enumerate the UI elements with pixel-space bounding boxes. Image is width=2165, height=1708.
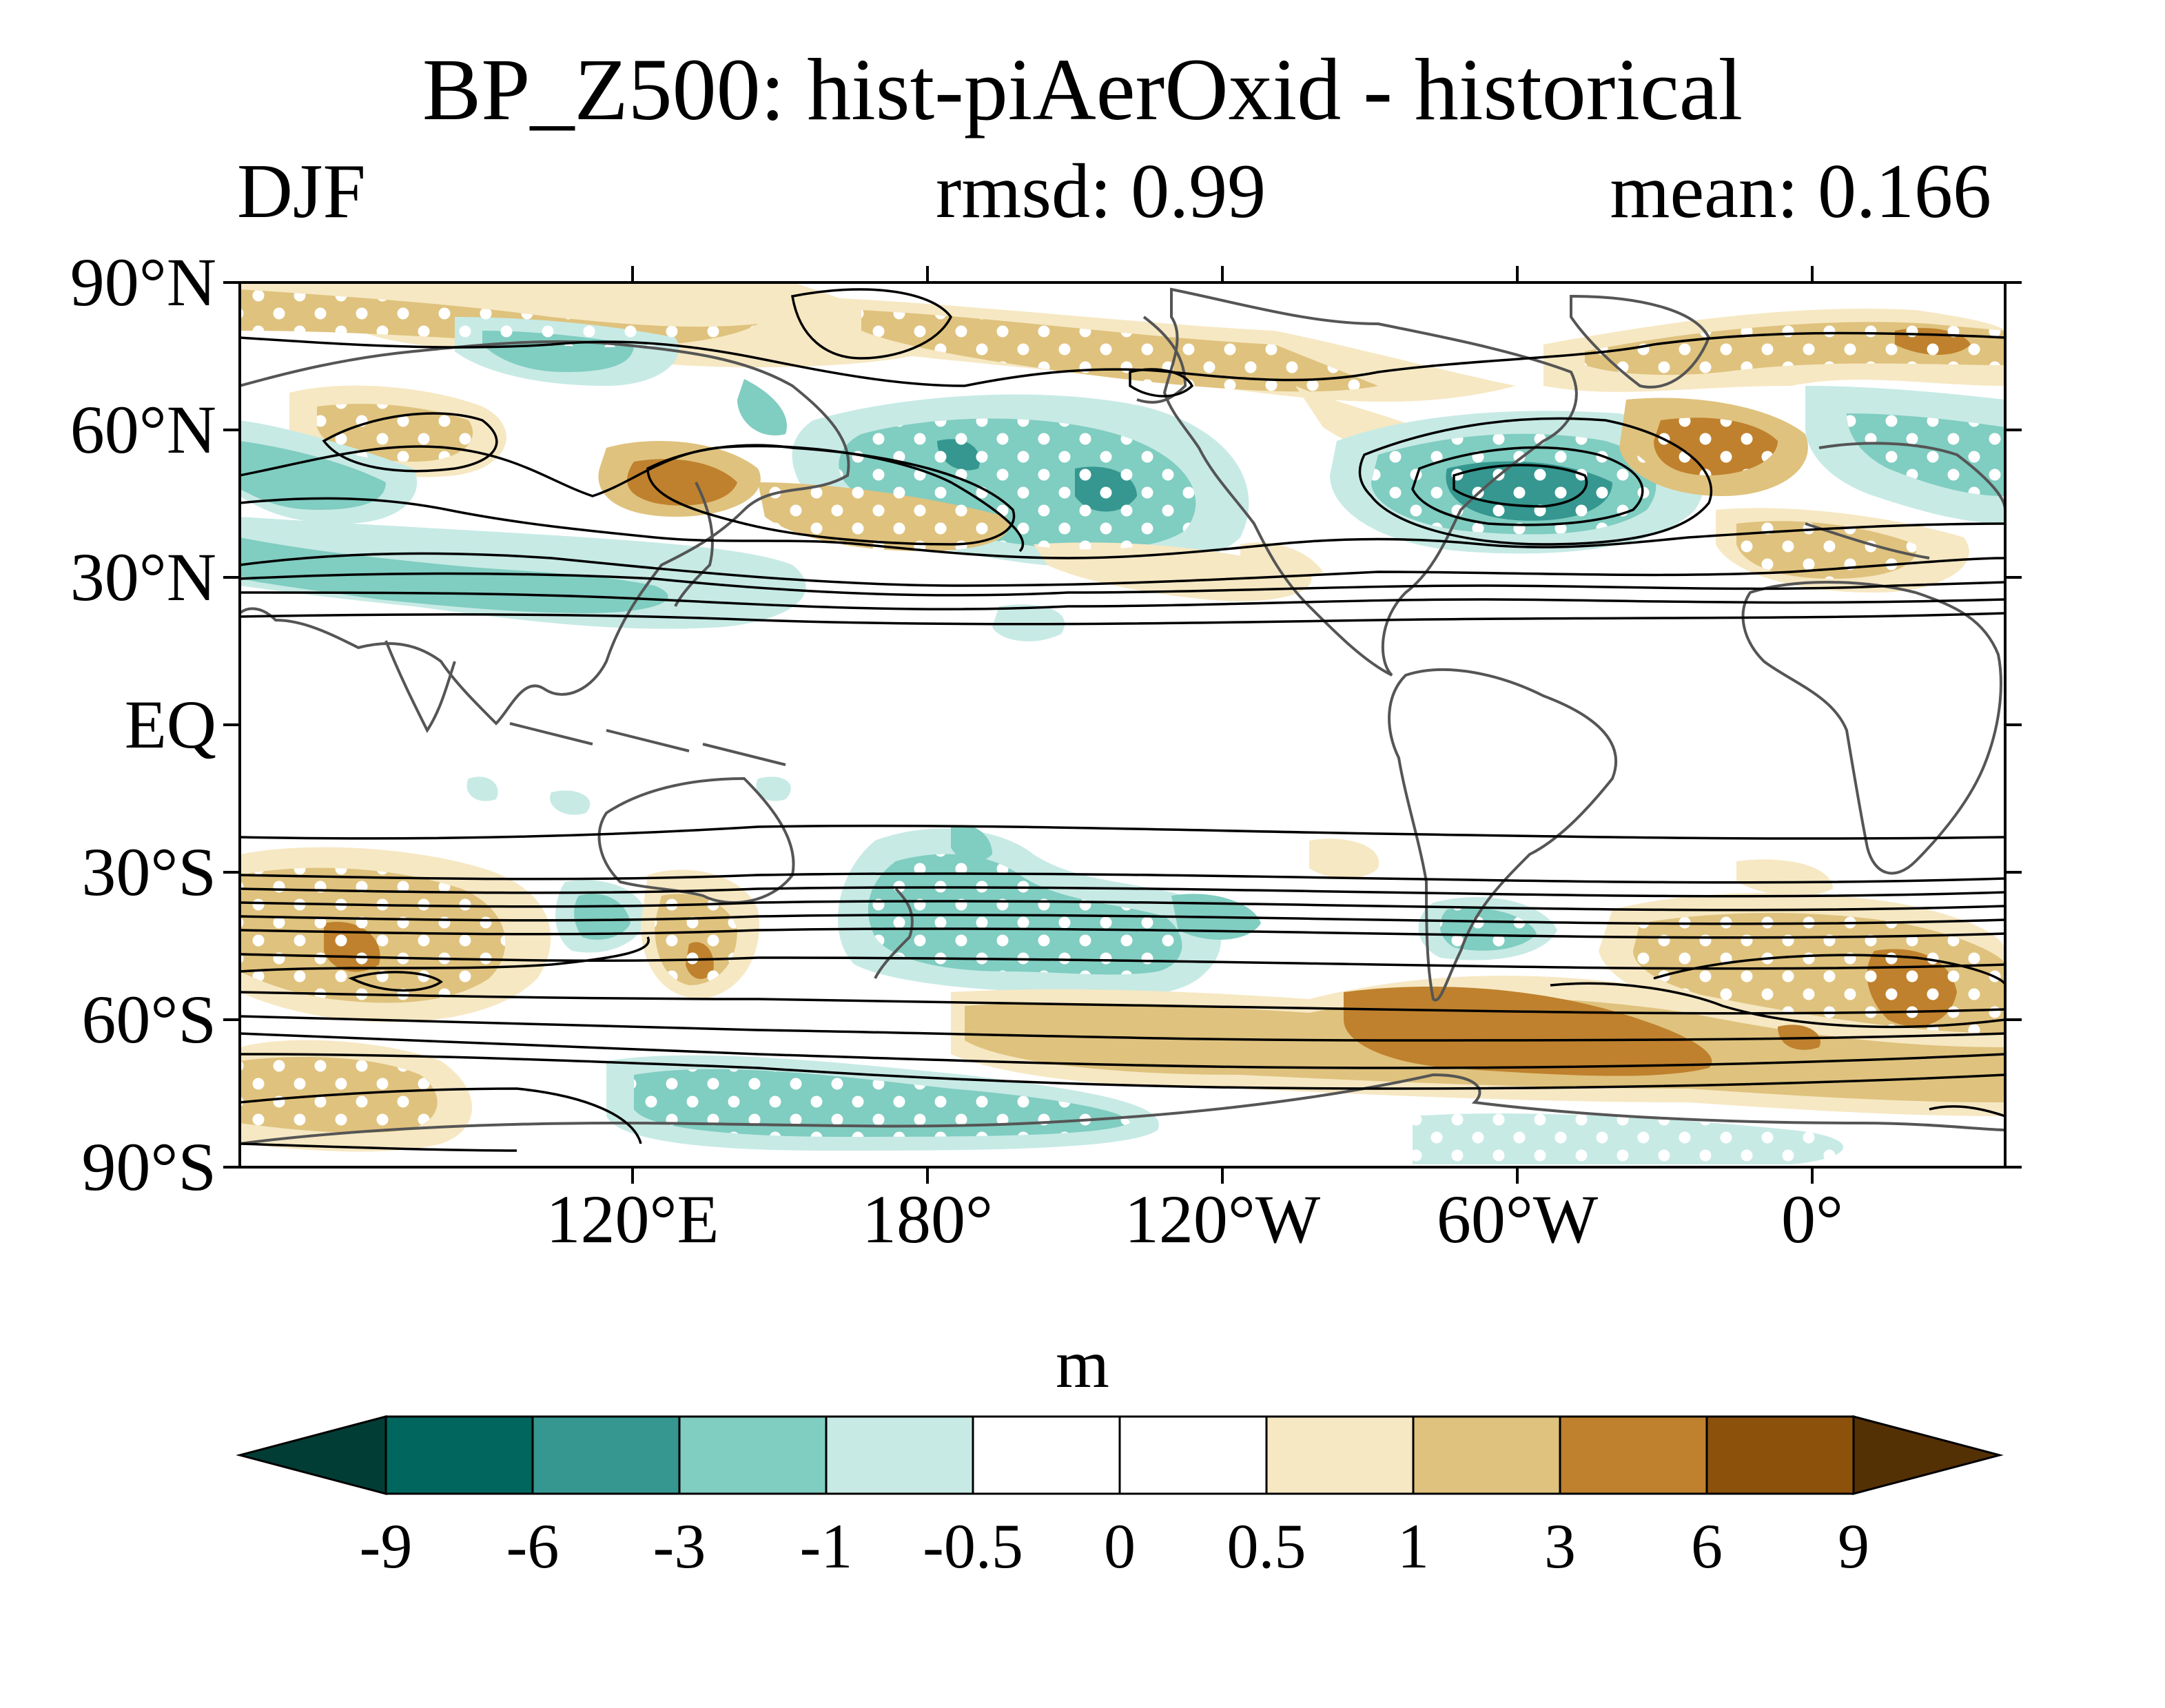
map-panel [240, 282, 2005, 1167]
colorbar-box [384, 1415, 534, 1495]
y-tick-label: EQ [124, 686, 216, 763]
y-tick-label: 60°S [81, 981, 216, 1058]
colorbar-box [1559, 1415, 1708, 1495]
x-tick-label: 0° [1781, 1181, 1843, 1257]
y-tick-label: 30°N [70, 539, 216, 615]
y-tick-label: 90°N [70, 244, 216, 320]
colorbar [236, 1415, 2004, 1495]
colorbar-level-label: 1 [1397, 1511, 1429, 1581]
y-tick-label: 90°S [81, 1129, 216, 1205]
colorbar-box [1118, 1415, 1268, 1495]
colorbar-box [531, 1415, 681, 1495]
colorbar-box [972, 1415, 1121, 1495]
rmsd-label: rmsd: 0.99 [936, 149, 1266, 234]
y-tick-label: 30°S [81, 834, 216, 910]
x-tick-label: 60°W [1436, 1181, 1599, 1257]
colorbar-level-label: 6 [1691, 1511, 1723, 1581]
mean-label: mean: 0.166 [1610, 149, 1991, 234]
colorbar-level-label: -0.5 [923, 1511, 1023, 1581]
colorbar-box [1265, 1415, 1415, 1495]
y-tick-label: 60°N [70, 391, 216, 468]
colorbar-box [825, 1415, 974, 1495]
colorbar-units: m [1056, 1326, 1109, 1402]
colorbar-level-label: 0.5 [1227, 1511, 1306, 1581]
colorbar-level-label: -1 [799, 1511, 853, 1581]
colorbar-level-label: -6 [506, 1511, 560, 1581]
colorbar-arrow-high [1852, 1415, 2004, 1495]
colorbar-box [1705, 1415, 1855, 1495]
climatology-contours [240, 288, 2005, 1152]
colorbar-arrow-low [236, 1415, 387, 1495]
axis-ticks [223, 266, 2022, 1184]
colorbar-box [1412, 1415, 1561, 1495]
colorbar-level-label: -9 [359, 1511, 413, 1581]
coastlines [240, 287, 2005, 1145]
colorbar-box [678, 1415, 828, 1495]
map-title: BP_Z500: hist-piAerOxid - historical [422, 41, 1743, 138]
colorbar-level-label: 3 [1544, 1511, 1576, 1581]
x-tick-label: 120°E [546, 1181, 719, 1257]
colorbar-level-label: 0 [1104, 1511, 1136, 1581]
colorbar-level-label: -3 [653, 1511, 706, 1581]
x-tick-label: 180° [862, 1181, 993, 1257]
season-label: DJF [237, 149, 366, 234]
colorbar-level-label: 9 [1838, 1511, 1869, 1581]
x-tick-label: 120°W [1124, 1181, 1321, 1257]
